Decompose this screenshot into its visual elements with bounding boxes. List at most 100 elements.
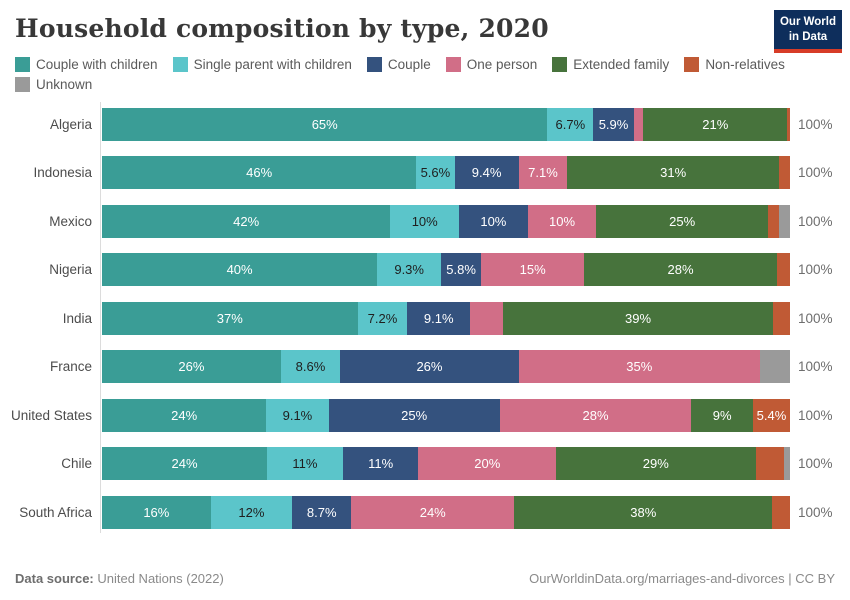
bar-segment-extended-family: 29% — [556, 447, 756, 481]
country-label: Indonesia — [33, 165, 92, 181]
data-source-label: Data source: — [15, 571, 94, 586]
bar-row: France 26% 8.6% 26% 35% 100% — [0, 343, 850, 392]
bar-segment-couple-with-children: 24% — [102, 447, 268, 481]
bar-row: United States 24% 9.1% 25% 28% 9% 5.4% 100% — [0, 391, 850, 440]
total-label: 100% — [798, 359, 833, 375]
bar-segment-couple: 8.7% — [292, 495, 352, 529]
bar-segment-extended-family: 25% — [596, 204, 768, 238]
bar-row: Algeria 65% 6.7% 5.9% 21% 100% — [0, 100, 850, 149]
bar-segment-one-person: 10% — [527, 204, 597, 238]
stacked-bar-chart: Algeria 65% 6.7% 5.9% 21% 100% Indonesia 46% 5.6… — [0, 100, 850, 537]
bar-segment-single-parent-with-children: 9.1% — [266, 398, 329, 432]
bar-segment-couple: 25% — [328, 398, 500, 432]
bar-segment-one-person: 35% — [518, 350, 760, 384]
bar-segment-non-relatives — [776, 253, 790, 287]
total-label: 100% — [798, 165, 833, 181]
total-label: 100% — [798, 407, 833, 423]
bar-segment-non-relatives — [768, 204, 779, 238]
header: Household composition by type, 2020 Our … — [0, 0, 850, 53]
bar-segment-one-person: 20% — [418, 447, 557, 481]
bar-segment-single-parent-with-children: 7.2% — [357, 301, 408, 335]
bar-segment-couple: 5.8% — [441, 253, 482, 287]
stacked-bar: 40% 9.3% 5.8% 15% 28% — [102, 253, 790, 287]
total-label: 100% — [798, 310, 833, 326]
bar-row: Indonesia 46% 5.6% 9.4% 7.1% 31% 100% — [0, 149, 850, 198]
legend-label: One person — [466, 57, 538, 72]
bar-segment-one-person: 7.1% — [518, 156, 568, 190]
total-label: 100% — [798, 456, 833, 472]
legend-item-single-parent-with-children: Single parent with children — [172, 57, 352, 72]
legend-swatch-couple — [366, 57, 382, 72]
bar-segment-non-relatives — [755, 447, 784, 481]
stacked-bar: 42% 10% 10% 10% 25% — [102, 204, 790, 238]
bar-segment-couple: 9.1% — [407, 301, 471, 335]
credit-line: OurWorldinData.org/marriages-and-divorce… — [529, 571, 835, 586]
bar-segment-couple: 11% — [342, 447, 419, 481]
bar-row: South Africa 16% 12% 8.7% 24% 38% 100% — [0, 488, 850, 537]
bar-segment-couple-with-children: 42% — [102, 204, 391, 238]
footer: Data source: United Nations (2022) OurWo… — [15, 571, 835, 586]
bar-segment-non-relatives: 5.4% — [753, 398, 790, 432]
bar-segment-single-parent-with-children: 6.7% — [547, 107, 594, 141]
total-label: 100% — [798, 213, 833, 229]
total-label: 100% — [798, 262, 833, 278]
chart-title: Household composition by type, 2020 — [15, 14, 549, 43]
legend-item-non-relatives: Non-relatives — [684, 57, 785, 72]
legend-label: Non-relatives — [705, 57, 785, 72]
legend-swatch-couple-with-children — [15, 57, 30, 72]
bar-segment-unknown — [759, 350, 790, 384]
legend-swatch-extended-family — [552, 57, 568, 72]
legend-label: Couple — [387, 57, 431, 72]
bar-segment-couple-with-children: 26% — [102, 350, 281, 384]
bar-segment-non-relatives — [772, 495, 790, 529]
bar-segment-couple-with-children: 37% — [102, 301, 358, 335]
bar-row: Chile 24% 11% 11% 20% 29% 100% — [0, 440, 850, 489]
legend-item-one-person: One person — [445, 57, 538, 72]
bar-segment-extended-family: 38% — [514, 495, 773, 529]
bar-segment-one-person: 15% — [481, 253, 585, 287]
legend-item-couple-with-children: Couple with children — [15, 57, 158, 72]
owid-logo-line2: in Data — [788, 30, 828, 43]
owid-logo-line1: Our World — [779, 16, 836, 29]
legend-label: Unknown — [36, 77, 93, 92]
country-label: Chile — [61, 456, 92, 472]
bar-segment-unknown — [778, 204, 790, 238]
legend: Couple with children Single parent with c… — [15, 57, 825, 92]
bar-segment-single-parent-with-children: 5.6% — [416, 156, 455, 190]
bar-segment-couple-with-children: 40% — [102, 253, 378, 287]
owid-logo: Our World in Data — [774, 10, 842, 53]
stacked-bar: 37% 7.2% 9.1% 39% — [102, 301, 790, 335]
bar-segment-one-person: 24% — [351, 495, 515, 529]
data-source-text: United Nations (2022) — [93, 571, 224, 586]
total-label: 100% — [798, 504, 833, 520]
bar-segment-couple-with-children: 46% — [102, 156, 417, 190]
bar-segment-couple: 9.4% — [454, 156, 519, 190]
bar-segment-one-person: 28% — [499, 398, 692, 432]
bar-segment-non-relatives — [787, 107, 790, 141]
country-label: Nigeria — [49, 262, 92, 278]
bar-segment-extended-family: 9% — [691, 398, 753, 432]
country-label: South Africa — [19, 504, 92, 520]
bar-segment-single-parent-with-children: 11% — [267, 447, 343, 481]
bar-segment-couple-with-children: 16% — [102, 495, 211, 529]
bar-row: India 37% 7.2% 9.1% 39% 100% — [0, 294, 850, 343]
bar-segment-extended-family: 31% — [567, 156, 780, 190]
bar-segment-unknown — [783, 447, 790, 481]
legend-swatch-one-person — [445, 57, 461, 72]
legend-label: Single parent with children — [193, 57, 352, 72]
bar-segment-couple-with-children: 24% — [102, 398, 267, 432]
stacked-bar: 26% 8.6% 26% 35% — [102, 350, 790, 384]
bar-segment-single-parent-with-children: 10% — [390, 204, 460, 238]
legend-swatch-non-relatives — [684, 57, 700, 72]
total-label: 100% — [798, 116, 833, 132]
stacked-bar: 46% 5.6% 9.4% 7.1% 31% — [102, 156, 790, 190]
legend-label: Couple with children — [36, 57, 158, 72]
legend-label: Extended family — [573, 57, 670, 72]
country-label: United States — [10, 407, 92, 423]
legend-item-extended-family: Extended family — [552, 57, 669, 72]
bar-segment-couple: 10% — [459, 204, 528, 238]
country-label: France — [49, 359, 92, 375]
bar-segment-non-relatives — [779, 156, 790, 190]
bar-segment-one-person — [633, 107, 644, 141]
stacked-bar: 24% 11% 11% 20% 29% — [102, 447, 790, 481]
